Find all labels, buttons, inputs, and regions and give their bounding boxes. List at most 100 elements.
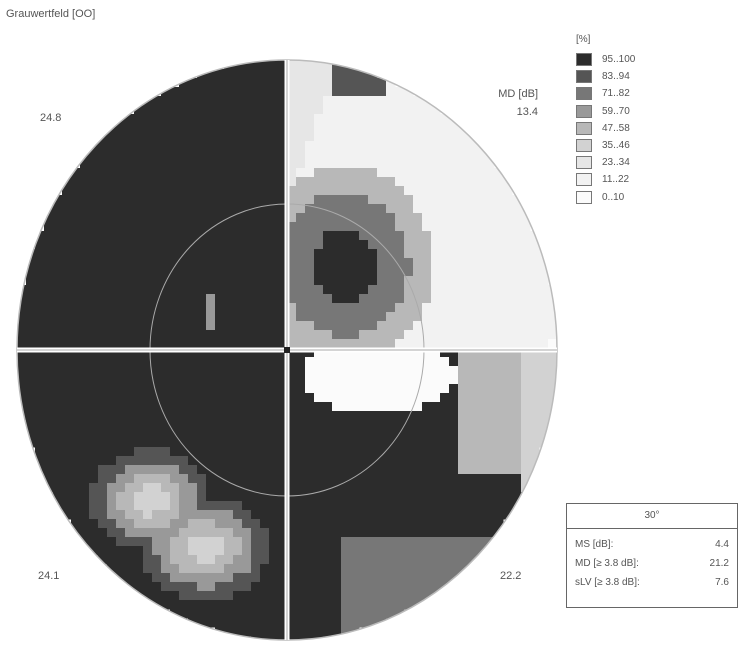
field-cell (413, 375, 423, 385)
field-cell (332, 510, 342, 520)
field-cell (89, 519, 99, 529)
field-cell (89, 339, 99, 349)
field-cell (359, 582, 369, 592)
field-cell (26, 339, 36, 349)
field-cell (458, 321, 468, 331)
field-cell (152, 483, 162, 493)
field-cell (233, 483, 243, 493)
field-cell (134, 357, 144, 367)
field-cell (170, 483, 180, 493)
field-cell (395, 186, 405, 196)
field-cell (287, 69, 297, 79)
field-cell (512, 285, 522, 295)
field-cell (242, 393, 252, 403)
field-cell (404, 357, 414, 367)
field-cell (17, 375, 27, 385)
field-cell (449, 429, 459, 439)
field-cell (179, 474, 189, 484)
field-cell (269, 429, 279, 439)
field-cell (341, 393, 351, 403)
field-cell (467, 483, 477, 493)
field-cell (404, 285, 414, 295)
field-cell (440, 456, 450, 466)
field-cell (377, 384, 387, 394)
field-cell (170, 366, 180, 376)
field-cell (35, 267, 45, 277)
field-cell (107, 159, 117, 169)
field-cell (152, 321, 162, 331)
field-cell (197, 159, 207, 169)
field-cell (494, 474, 504, 484)
field-cell (188, 330, 198, 340)
field-cell (278, 60, 288, 70)
field-cell (422, 150, 432, 160)
field-cell (413, 141, 423, 151)
field-cell (143, 114, 153, 124)
field-cell (458, 258, 468, 268)
field-cell (188, 411, 198, 421)
field-cell (530, 339, 540, 349)
field-cell (242, 285, 252, 295)
field-cell (152, 528, 162, 538)
field-cell (332, 618, 342, 628)
field-cell (206, 564, 216, 574)
field-cell (53, 438, 63, 448)
field-cell (170, 141, 180, 151)
field-cell (278, 177, 288, 187)
field-cell (314, 591, 324, 601)
field-cell (404, 573, 414, 583)
field-cell (287, 510, 297, 520)
field-cell (161, 438, 171, 448)
field-cell (260, 186, 270, 196)
field-cell (449, 366, 459, 376)
field-cell (152, 195, 162, 205)
field-cell (341, 303, 351, 313)
field-cell (332, 591, 342, 601)
field-cell (143, 186, 153, 196)
field-cell (332, 294, 342, 304)
field-cell (296, 204, 306, 214)
field-cell (287, 330, 297, 340)
field-cell (467, 240, 477, 250)
field-cell (179, 114, 189, 124)
field-cell (71, 429, 81, 439)
field-cell (269, 60, 279, 70)
field-cell (107, 402, 117, 412)
field-cell (458, 420, 468, 430)
field-cell (368, 384, 378, 394)
field-cell (35, 438, 45, 448)
field-cell (161, 546, 171, 556)
field-cell (485, 258, 495, 268)
field-cell (485, 276, 495, 286)
field-cell (359, 555, 369, 565)
field-cell (494, 519, 504, 529)
field-cell (512, 429, 522, 439)
field-cell (512, 249, 522, 259)
field-cell (233, 627, 243, 637)
field-cell (80, 204, 90, 214)
field-cell (224, 303, 234, 313)
field-cell (368, 348, 378, 358)
field-cell (296, 312, 306, 322)
field-cell (35, 276, 45, 286)
field-cell (512, 231, 522, 241)
field-cell (62, 447, 72, 457)
field-cell (134, 303, 144, 313)
field-cell (215, 285, 225, 295)
field-cell (422, 519, 432, 529)
field-cell (323, 474, 333, 484)
field-cell (233, 177, 243, 187)
field-cell (386, 87, 396, 97)
field-cell (359, 141, 369, 151)
field-cell (314, 285, 324, 295)
field-cell (494, 330, 504, 340)
field-cell (107, 276, 117, 286)
field-cell (152, 312, 162, 322)
field-cell (35, 384, 45, 394)
field-cell (314, 627, 324, 637)
field-cell (260, 582, 270, 592)
field-cell (476, 240, 486, 250)
field-cell (161, 177, 171, 187)
field-cell (332, 168, 342, 178)
field-cell (251, 312, 261, 322)
